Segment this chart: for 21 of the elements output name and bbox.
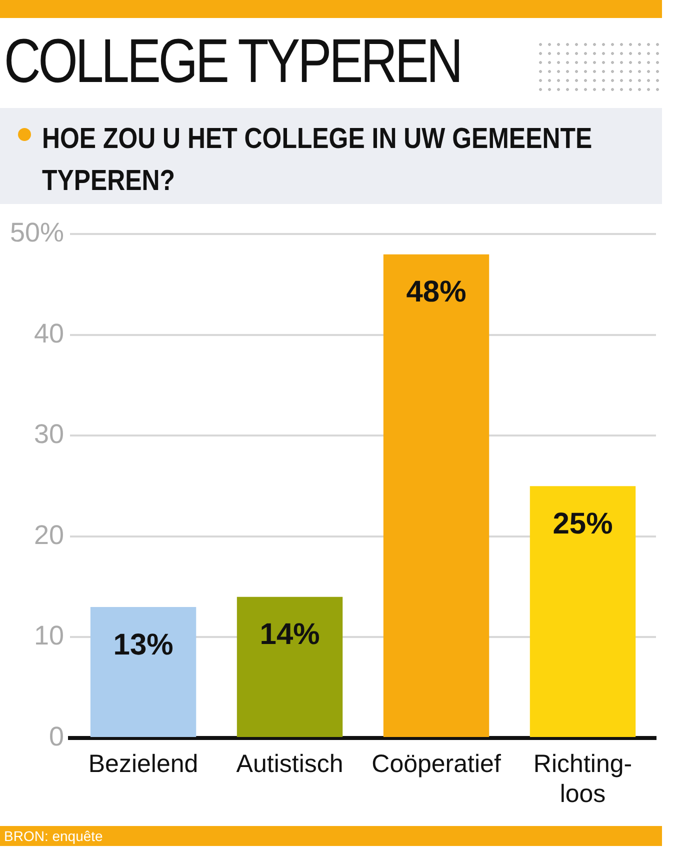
x-tick-label: Bezielend [88, 750, 198, 778]
data-label: 48% [406, 276, 466, 309]
bar [383, 254, 490, 737]
bar [90, 607, 196, 737]
y-tick-label: 30 [34, 419, 64, 450]
chart-subtitle: HOE ZOU U HET COLLEGE IN UW GEMEENTE TYPEREN? [42, 122, 594, 199]
data-label: 25% [552, 507, 613, 540]
chart-title: COLLEGE TYPEREN [4, 26, 461, 97]
y-tick-label: 50% [10, 218, 64, 248]
data-label: 14% [260, 618, 320, 652]
x-tick-label: Richting-loos [533, 750, 632, 808]
y-tick-label: 10 [34, 620, 64, 651]
text: BRON: enquête [0, 826, 662, 846]
x-tick-label: Coöperatief [372, 750, 501, 778]
y-tick-label: 0 [49, 721, 64, 752]
data-label: 13% [113, 628, 174, 662]
bar [236, 596, 343, 737]
y-tick-label: 20 [34, 520, 64, 550]
bar [530, 486, 636, 737]
x-tick-label: Autistisch [236, 750, 344, 778]
y-tick-label: 40 [34, 318, 64, 348]
